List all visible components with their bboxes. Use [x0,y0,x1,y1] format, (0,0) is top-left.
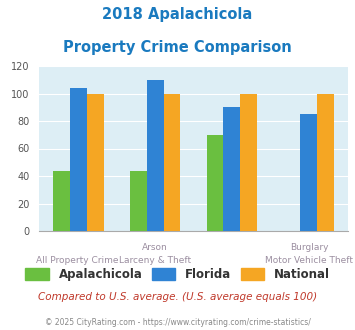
Legend: Apalachicola, Florida, National: Apalachicola, Florida, National [21,263,334,286]
Text: Property Crime Comparison: Property Crime Comparison [63,40,292,54]
Bar [207,135,223,231]
Text: Compared to U.S. average. (U.S. average equals 100): Compared to U.S. average. (U.S. average … [38,292,317,302]
Text: 2018 Apalachicola: 2018 Apalachicola [102,7,253,21]
Bar [53,171,70,231]
Bar [240,93,257,231]
Text: Larceny & Theft: Larceny & Theft [119,256,191,265]
Text: © 2025 CityRating.com - https://www.cityrating.com/crime-statistics/: © 2025 CityRating.com - https://www.city… [45,318,310,327]
Bar [164,93,180,231]
Bar [223,107,240,231]
Bar [87,93,104,231]
Bar [70,88,87,231]
Text: Arson: Arson [142,243,168,251]
Bar [130,171,147,231]
Text: Motor Vehicle Theft: Motor Vehicle Theft [265,256,353,265]
Text: All Property Crime: All Property Crime [37,256,119,265]
Bar [317,93,334,231]
Text: Burglary: Burglary [290,243,328,251]
Bar [300,114,317,231]
Bar [147,80,164,231]
